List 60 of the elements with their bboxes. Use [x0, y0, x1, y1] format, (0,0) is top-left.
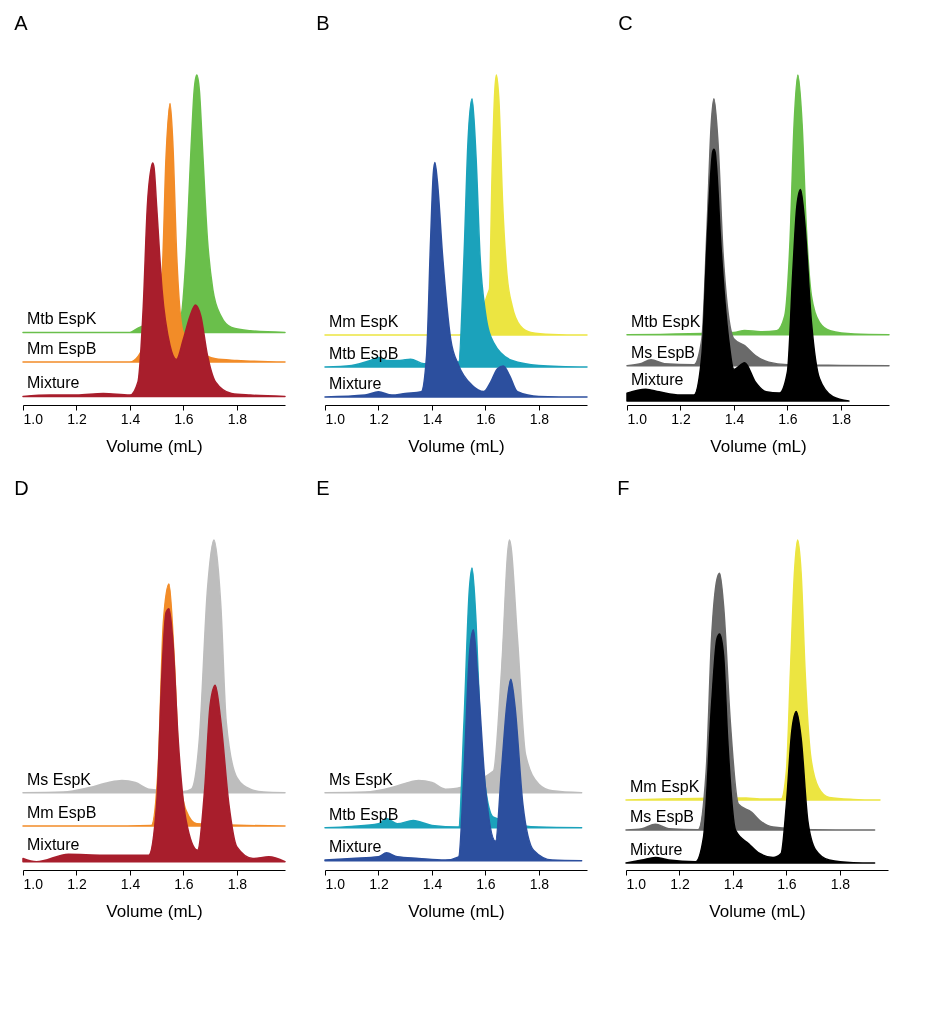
chart-title: A	[14, 12, 29, 35]
x-tick-label: 1.4	[422, 410, 443, 427]
chart-title: B	[316, 12, 330, 35]
x-tick-label: 1.8	[529, 410, 550, 427]
x-tick-label: 1.6	[778, 410, 798, 427]
series-label: Mixture	[27, 374, 80, 392]
x-tick-label: 1.0	[325, 875, 346, 892]
x-tick-label: 1.8	[529, 875, 550, 892]
series-label: Ms EspB	[630, 808, 695, 826]
x-tick-label: 1.2	[369, 875, 389, 892]
x-tick-label: 1.6	[476, 410, 496, 427]
x-tick-label: 1.2	[670, 875, 690, 892]
x-axis-title: Volume (mL)	[710, 436, 807, 456]
x-axis-title: Volume (mL)	[408, 901, 505, 921]
series-label: Mixture	[27, 836, 80, 854]
series-label: Mixture	[329, 838, 382, 856]
chart-title: E	[316, 477, 330, 500]
series-label: Ms EspK	[27, 770, 92, 788]
x-tick-label: 1.4	[120, 875, 141, 892]
series-label: Mtb EspB	[329, 805, 399, 823]
x-tick-label: 1.2	[671, 410, 691, 427]
x-tick-label: 1.8	[830, 875, 851, 892]
series-label: Mixture	[630, 841, 683, 859]
series-label: Mm EspB	[27, 340, 97, 358]
series-label: Mm EspK	[630, 778, 700, 796]
x-tick-label: 1.4	[120, 410, 141, 427]
x-tick-label: 1.6	[476, 875, 496, 892]
series-label: Ms EspK	[329, 770, 394, 788]
x-tick-label: 1.0	[23, 410, 44, 427]
x-tick-label: 1.4	[723, 875, 744, 892]
x-tick-label: 1.6	[777, 875, 797, 892]
x-axis-title: Volume (mL)	[709, 901, 806, 921]
chart-title: D	[14, 477, 29, 500]
series-label: Mtb EspK	[27, 310, 97, 328]
series-label: Mtb EspK	[631, 312, 701, 330]
series-label: Mixture	[329, 375, 382, 393]
chart-title: F	[617, 477, 630, 500]
x-tick-label: 1.0	[23, 875, 44, 892]
series-label: Mtb EspB	[329, 345, 399, 363]
x-tick-label: 1.4	[422, 875, 443, 892]
x-tick-label: 1.0	[325, 410, 346, 427]
chart-title: C	[618, 12, 633, 35]
x-tick-label: 1.8	[227, 875, 248, 892]
x-axis-title: Volume (mL)	[408, 436, 505, 456]
x-tick-label: 1.2	[67, 875, 87, 892]
x-tick-label: 1.0	[626, 875, 647, 892]
series-label: Mixture	[631, 371, 684, 389]
x-tick-label: 1.0	[627, 410, 648, 427]
x-tick-label: 1.2	[67, 410, 87, 427]
x-tick-label: 1.6	[174, 875, 194, 892]
x-tick-label: 1.8	[227, 410, 248, 427]
x-tick-label: 1.4	[724, 410, 745, 427]
x-tick-label: 1.2	[369, 410, 389, 427]
series-label: Mm EspK	[329, 313, 399, 331]
x-tick-label: 1.8	[831, 410, 852, 427]
x-axis-title: Volume (mL)	[106, 901, 203, 921]
x-axis-title: Volume (mL)	[106, 436, 203, 456]
series-label: Ms EspB	[631, 343, 696, 361]
series-label: Mm EspB	[27, 804, 97, 822]
x-tick-label: 1.6	[174, 410, 194, 427]
